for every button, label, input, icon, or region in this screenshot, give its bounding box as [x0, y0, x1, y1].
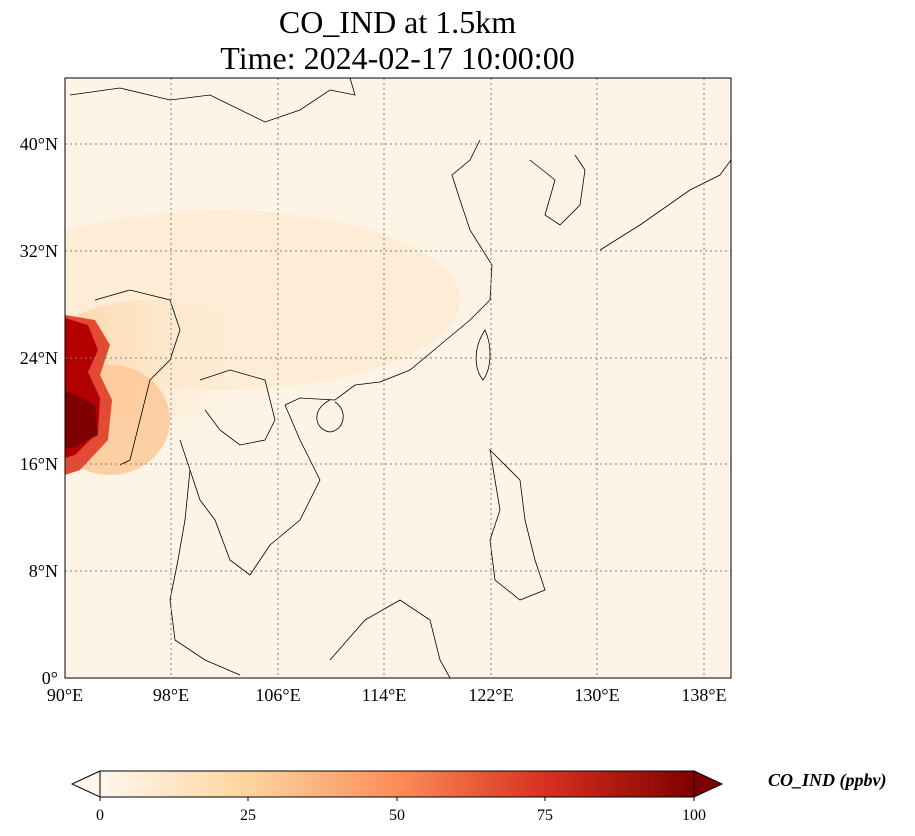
y-tick-label: 40°N: [20, 134, 58, 154]
colorbar-tick-label: 0: [96, 807, 104, 824]
x-tick-label: 122°E: [468, 685, 513, 705]
y-tick-label: 16°N: [20, 454, 58, 474]
y-tick-label: 8°N: [29, 561, 58, 581]
colorbar-extend-max: [694, 771, 722, 797]
x-axis-ticks: 90°E 98°E 106°E 114°E 122°E 130°E 138°E: [47, 685, 727, 705]
concentration-field: [0, 78, 731, 678]
colorbar: 0 25 50 75 100: [72, 771, 722, 824]
colorbar-tick-label: 50: [389, 807, 405, 824]
y-tick-label: 0°: [42, 668, 58, 688]
y-tick-label: 24°N: [20, 348, 58, 368]
y-tick-label: 32°N: [20, 241, 58, 261]
colorbar-label: CO_IND (ppbv): [768, 770, 887, 791]
x-tick-label: 98°E: [153, 685, 189, 705]
y-axis-ticks: 0° 8°N 16°N 24°N 32°N 40°N: [20, 134, 58, 688]
x-tick-label: 138°E: [681, 685, 726, 705]
x-tick-label: 114°E: [362, 685, 407, 705]
x-tick-label: 130°E: [574, 685, 619, 705]
colorbar-tick-label: 100: [682, 807, 706, 824]
colorbar-tick-label: 75: [537, 807, 553, 824]
x-tick-label: 106°E: [255, 685, 300, 705]
colorbar-gradient: [100, 771, 694, 797]
colorbar-extend-min: [72, 771, 100, 797]
x-tick-label: 90°E: [47, 685, 83, 705]
colorbar-tick-label: 25: [240, 807, 256, 824]
